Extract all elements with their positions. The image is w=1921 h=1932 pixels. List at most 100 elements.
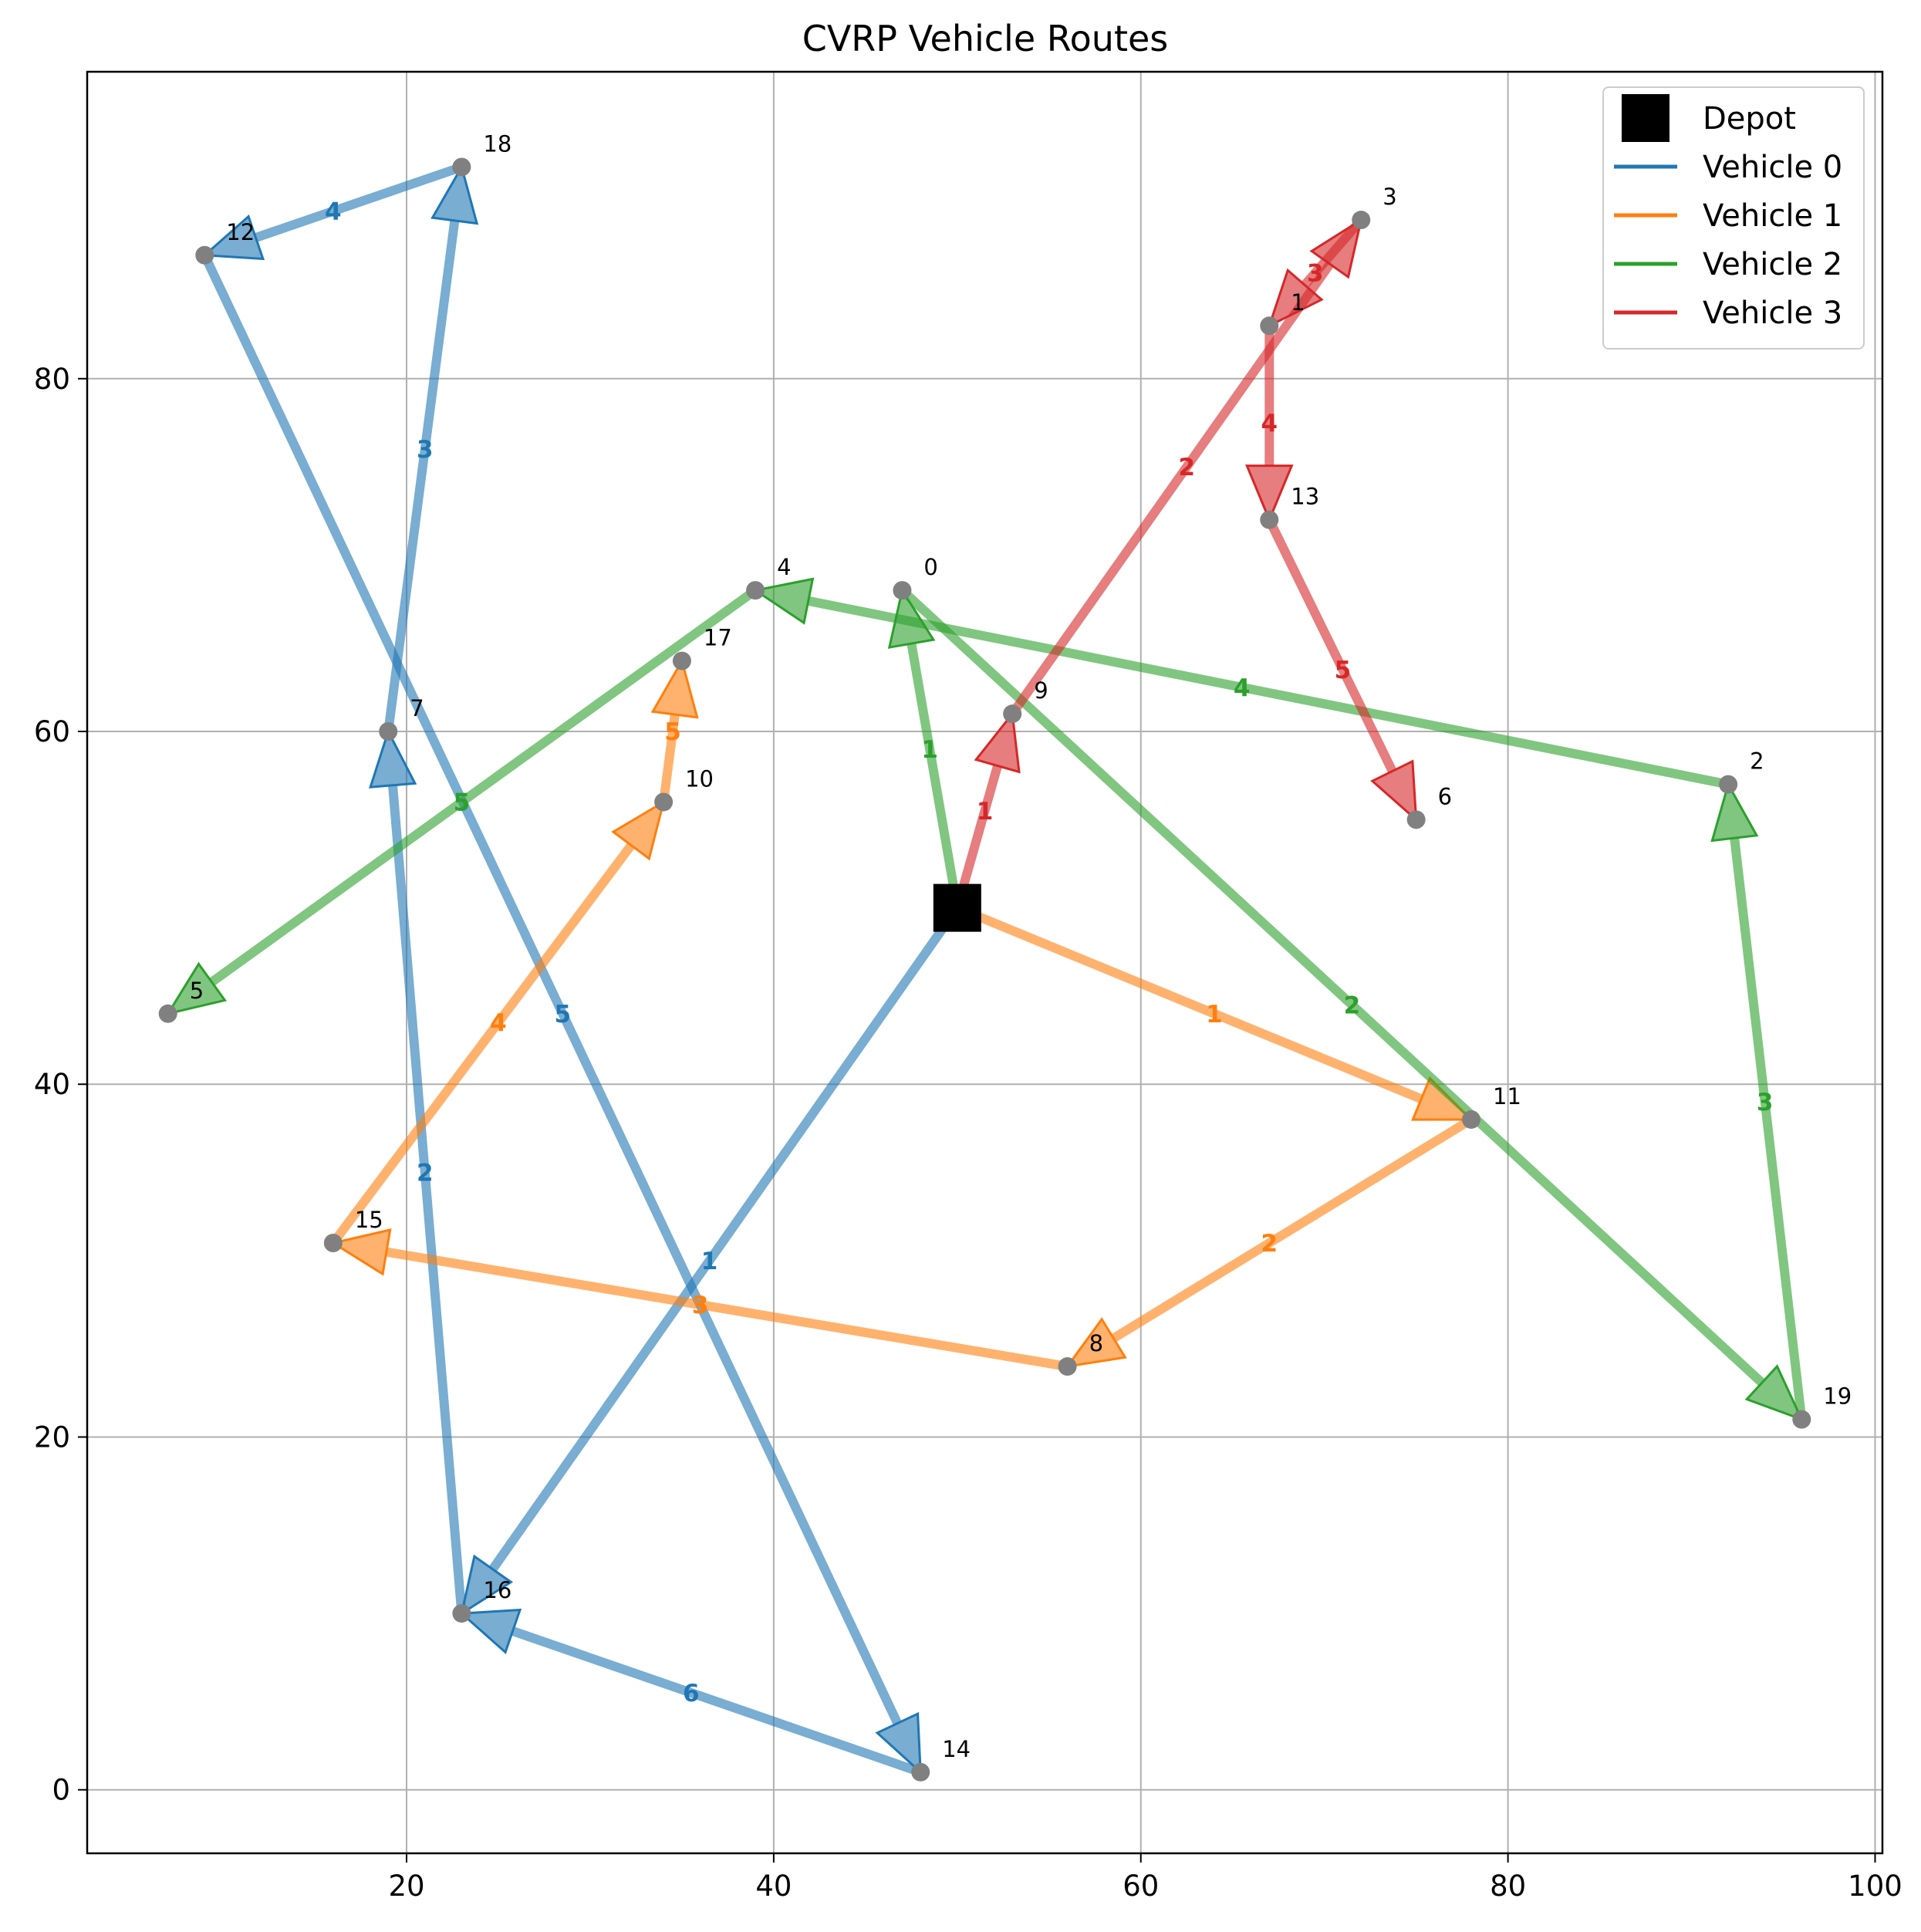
route-arrowhead — [201, 214, 265, 261]
node-marker — [1719, 775, 1738, 794]
route-step-label: 1 — [701, 1248, 718, 1275]
route-arrowhead — [165, 961, 227, 1016]
route-segment — [807, 596, 1730, 789]
x-tick-label: 80 — [1490, 1870, 1526, 1903]
route-vehicle-2: 1 2 3 4 5 — [165, 577, 1807, 1422]
route-segment — [254, 162, 464, 242]
node-marker — [379, 722, 398, 741]
route-step-label: 4 — [490, 1009, 507, 1037]
route-segment — [488, 905, 961, 1572]
route-segment — [511, 1626, 923, 1777]
route-step-label: 6 — [683, 1680, 700, 1707]
route-segment — [208, 586, 758, 986]
node-marker — [1352, 211, 1371, 230]
node-marker — [1406, 810, 1426, 829]
route-segment — [385, 1247, 1069, 1371]
route-segment — [1730, 837, 1807, 1420]
route-segment — [1008, 261, 1334, 717]
legend-label: Vehicle 1 — [1703, 198, 1842, 234]
node-marker — [1462, 1110, 1481, 1129]
node-label: 7 — [410, 695, 424, 721]
route-segment — [1111, 1115, 1474, 1343]
route-segment — [329, 842, 635, 1246]
route-arrowhead — [369, 728, 417, 789]
route-segment — [906, 643, 962, 909]
node-marker — [452, 157, 471, 177]
route-arrowhead — [1370, 759, 1418, 822]
legend-label: Vehicle 3 — [1703, 296, 1842, 331]
route-arrowhead — [1245, 464, 1294, 523]
route-step-label: 1 — [1206, 1001, 1223, 1028]
node-label: 5 — [190, 978, 204, 1004]
legend: Depot Vehicle 0 Vehicle 1 Vehicle 2 Vehicle … — [1602, 86, 1865, 350]
route-step-label: 4 — [1234, 674, 1251, 702]
route-segment — [383, 220, 460, 732]
route-arrowhead — [430, 164, 479, 225]
x-tick-label: 40 — [755, 1870, 792, 1903]
x-tick-label: 60 — [1123, 1870, 1159, 1903]
chart-title: CVRP Vehicle Routes — [802, 18, 1169, 59]
node-marker — [654, 792, 674, 812]
y-tick-label: 40 — [34, 1068, 70, 1101]
node-label: 18 — [483, 130, 511, 157]
route-step-label: 3 — [417, 436, 434, 464]
route-step-label: 2 — [1344, 991, 1361, 1019]
route-step-label: 5 — [554, 1001, 571, 1028]
node-label: 4 — [777, 554, 791, 580]
node-marker — [158, 1004, 177, 1023]
route-segment — [200, 253, 902, 1726]
node-label: 6 — [1438, 783, 1452, 809]
route-arrowhead — [752, 577, 815, 625]
node-label: 17 — [704, 625, 732, 651]
route-vehicle-0: 1 2 3 4 5 6 — [200, 162, 961, 1777]
node-marker — [452, 1604, 471, 1623]
route-vehicle-1: 1 2 3 4 5 — [329, 657, 1474, 1371]
node-marker — [893, 581, 912, 600]
node-marker — [672, 651, 691, 670]
route-arrowhead — [611, 799, 666, 861]
node-label: 16 — [483, 1577, 511, 1603]
route-arrowhead — [329, 1228, 392, 1276]
node-marker — [1003, 704, 1022, 724]
route-arrowhead — [460, 1554, 514, 1616]
plot-frame — [86, 70, 1884, 1855]
node-label: 2 — [1750, 748, 1764, 775]
route-step-label: 1 — [921, 736, 938, 764]
route-step-label: 2 — [417, 1160, 434, 1187]
node-label: 0 — [923, 554, 937, 580]
node-label: 15 — [355, 1207, 383, 1233]
route-arrowhead — [875, 1711, 922, 1775]
node-label: 19 — [1823, 1383, 1852, 1410]
route-arrowhead — [1710, 781, 1759, 843]
node-label: 13 — [1291, 484, 1319, 510]
route-step-label: 2 — [1261, 1230, 1278, 1258]
node-marker — [1260, 316, 1279, 336]
route-step-label: 4 — [1261, 410, 1278, 437]
route-arrowhead — [458, 1608, 522, 1654]
route-step-label: 5 — [454, 789, 471, 816]
node-marker — [1260, 510, 1279, 529]
route-step-label: 5 — [664, 718, 681, 746]
route-step-label: 5 — [1335, 657, 1352, 684]
route-arrowhead — [1744, 1364, 1805, 1422]
route-segment — [659, 714, 680, 803]
grid-lines — [87, 72, 1882, 1853]
route-segment — [388, 785, 467, 1614]
node-label: 10 — [685, 765, 714, 792]
node-marker — [195, 245, 214, 265]
node-label: 3 — [1383, 184, 1396, 210]
route-segment — [1264, 518, 1397, 774]
route-segment — [955, 904, 1423, 1103]
route-step-label: 3 — [692, 1292, 709, 1319]
route-arrowhead — [974, 711, 1021, 774]
route-step-label: 3 — [1307, 260, 1324, 288]
node-label: 11 — [1493, 1083, 1521, 1110]
node-marker — [911, 1762, 930, 1782]
route-arrowhead — [1065, 1317, 1127, 1369]
x-tick-label: 100 — [1848, 1870, 1902, 1903]
y-tick-label: 60 — [34, 715, 70, 748]
